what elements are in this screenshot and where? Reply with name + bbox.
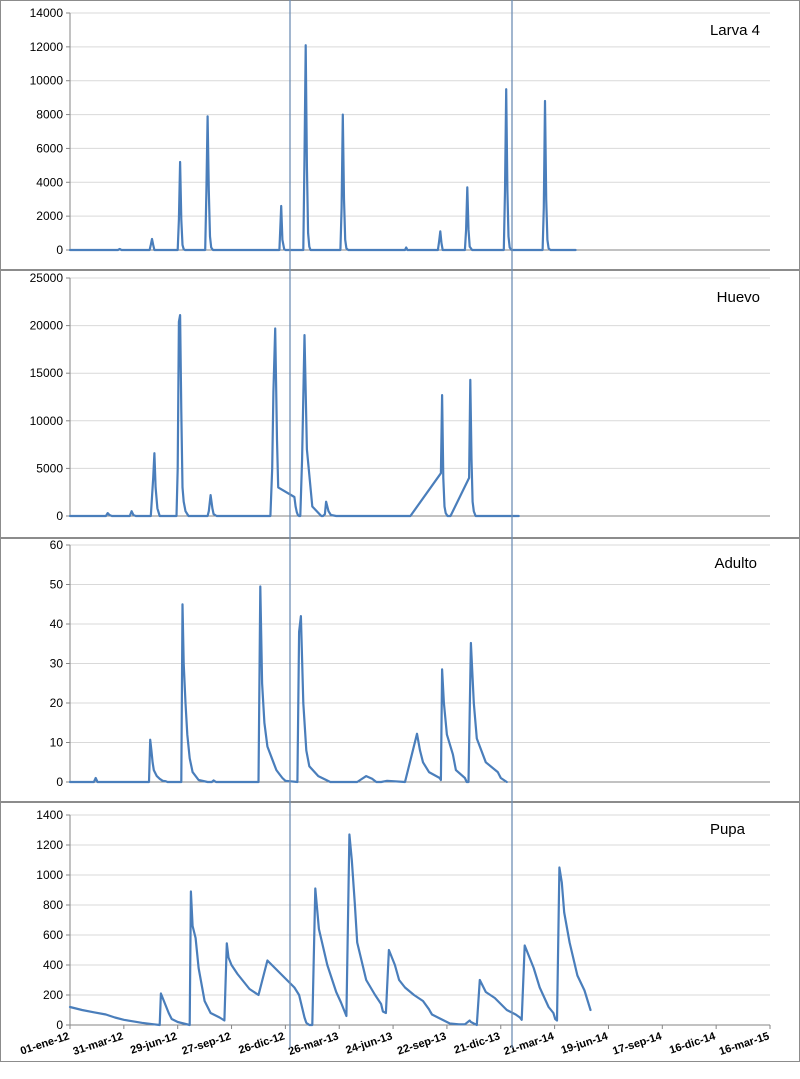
- xtick-label: 21-mar-14: [502, 1030, 556, 1058]
- panel-1-ytick-label: 2000: [36, 209, 63, 223]
- panel-4-frame: [0, 802, 800, 1062]
- panel-2-ytick-label: 25000: [30, 271, 64, 285]
- xtick-label: 21-dic-13: [453, 1030, 502, 1056]
- xtick-label: 27-sep-12: [180, 1030, 232, 1057]
- panel-3-ytick-label: 0: [56, 775, 63, 789]
- xtick-label: 22-sep-13: [396, 1030, 448, 1057]
- panel-1-ytick-label: 10000: [30, 74, 64, 88]
- panel-1-ytick-label: 12000: [30, 40, 64, 54]
- panel-3-ytick-label: 50: [50, 578, 64, 592]
- xtick-label: 16-dic-14: [668, 1030, 718, 1056]
- xtick-label: 24-jun-13: [344, 1030, 394, 1056]
- panel-4-series-line: [68, 833, 592, 1027]
- xtick-label: 17-sep-14: [611, 1030, 664, 1057]
- xtick-label: 26-dic-12: [237, 1030, 286, 1056]
- panel-4-ytick-label: 400: [43, 958, 63, 972]
- panel-2-ytick-label: 0: [56, 509, 63, 523]
- panel-3-ytick-label: 10: [50, 736, 64, 750]
- panel-4-ytick-label: 200: [43, 988, 63, 1002]
- xtick-label: 19-jun-14: [560, 1030, 610, 1057]
- panel-3-title: Adulto: [714, 555, 757, 572]
- panel-3-series-line: [68, 585, 508, 784]
- panel-4-title: Pupa: [710, 821, 746, 838]
- panel-1-series-line: [68, 44, 577, 252]
- panel-4-ytick-label: 600: [43, 928, 63, 942]
- xtick-label: 01-ene-12: [19, 1030, 71, 1057]
- panel-1-title: Larva 4: [710, 22, 760, 39]
- panel-2-title: Huevo: [717, 289, 760, 306]
- panel-1-ytick-label: 6000: [36, 141, 63, 155]
- panel-2-frame: [0, 270, 800, 538]
- panel-1-ytick-label: 14000: [30, 6, 64, 20]
- xtick-label: 29-jun-12: [129, 1030, 179, 1056]
- panel-1-ytick-label: 8000: [36, 108, 63, 122]
- xtick-label: 16-mar-15: [718, 1030, 771, 1057]
- panel-1-ytick-label: 4000: [36, 175, 63, 189]
- xtick-label: 31-mar-12: [72, 1030, 125, 1057]
- panel-4-ytick-label: 1400: [36, 808, 63, 822]
- panel-3-ytick-label: 30: [50, 657, 64, 671]
- panel-1-frame: [0, 0, 800, 270]
- panel-4-ytick-label: 1000: [36, 868, 63, 882]
- panel-4-ytick-label: 0: [56, 1018, 63, 1032]
- panel-2-ytick-label: 10000: [30, 414, 64, 428]
- panel-3-ytick-label: 60: [50, 538, 64, 552]
- panel-3-ytick-label: 40: [50, 617, 64, 631]
- panel-1-ytick-label: 0: [56, 243, 63, 257]
- panel-4-ytick-label: 800: [43, 898, 63, 912]
- panel-4-ytick-label: 1200: [36, 838, 63, 852]
- panel-3-frame: [0, 538, 800, 802]
- xtick-label: 26-mar-13: [287, 1030, 340, 1057]
- panel-3-ytick-label: 20: [50, 696, 64, 710]
- panel-2-series-line: [68, 314, 520, 518]
- panel-2-ytick-label: 5000: [36, 461, 63, 475]
- panel-2-ytick-label: 20000: [30, 319, 64, 333]
- panel-2-ytick-label: 15000: [30, 366, 64, 380]
